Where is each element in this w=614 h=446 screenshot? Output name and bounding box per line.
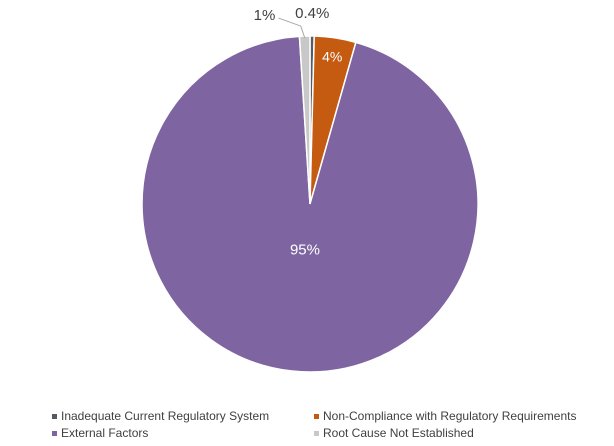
- callout-line-root-cause-not-established: [278, 17, 306, 39]
- legend-item-inadequate-regulatory-system: Inadequate Current Regulatory System: [52, 409, 314, 423]
- legend-swatch-external-factors: [52, 430, 57, 436]
- data-label-external-factors: 95%: [290, 242, 320, 259]
- legend-item-root-cause-not-established: Root Cause Not Established: [314, 426, 614, 440]
- data-label-non-compliance: 4%: [322, 49, 342, 65]
- pie-plot-area: 0.4% 4% 95% 1%: [141, 5, 479, 373]
- legend-label-inadequate-regulatory-system: Inadequate Current Regulatory System: [61, 409, 270, 423]
- data-label-inadequate-regulatory-system: 0.4%: [295, 5, 329, 22]
- pie-slice-root-cause-not-established: [298, 35, 311, 205]
- legend-item-external-factors: External Factors: [52, 426, 314, 440]
- legend-swatch-root-cause-not-established: [314, 430, 319, 436]
- legend-label-root-cause-not-established: Root Cause Not Established: [323, 426, 474, 440]
- legend-label-external-factors: External Factors: [61, 426, 149, 440]
- legend-swatch-non-compliance: [314, 413, 319, 419]
- legend-item-non-compliance: Non-Compliance with Regulatory Requireme…: [314, 409, 614, 423]
- legend-label-non-compliance: Non-Compliance with Regulatory Requireme…: [323, 409, 577, 423]
- legend: Inadequate Current Regulatory System Non…: [52, 409, 614, 440]
- pie-slice-external-factors: [141, 35, 479, 373]
- legend-swatch-inadequate-regulatory-system: [52, 413, 57, 419]
- data-label-root-cause-not-established: 1%: [254, 7, 276, 24]
